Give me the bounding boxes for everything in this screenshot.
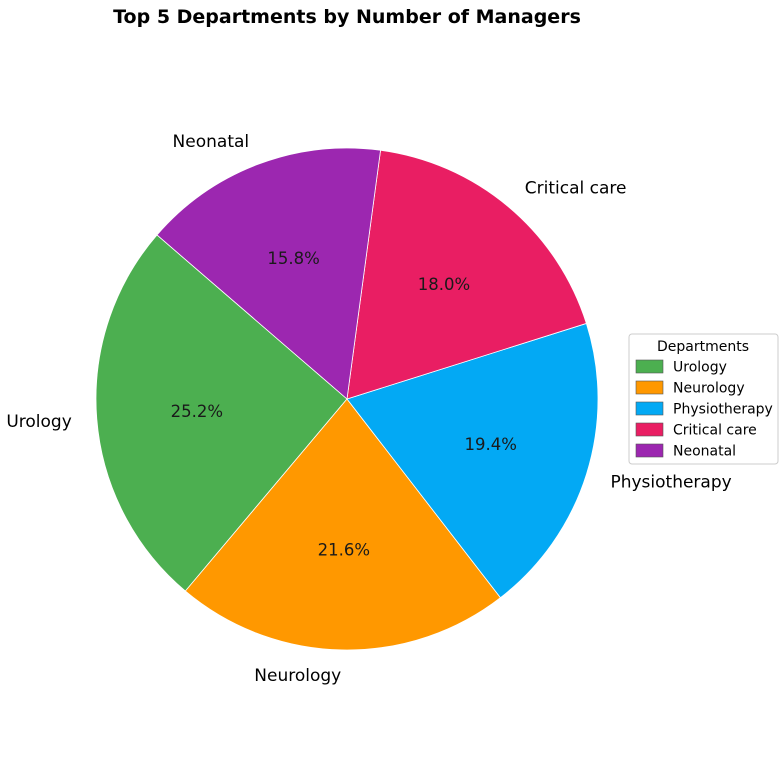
slice-label-physiotherapy: Physiotherapy [610, 473, 731, 493]
pie-slice-neonatal [156, 147, 381, 400]
slice-label-critical-care: Critical care [525, 179, 627, 199]
legend-label-neonatal: Neonatal [673, 444, 736, 460]
percent-label-neurology: 21.6% [318, 541, 370, 560]
legend-label-critical-care: Critical care [673, 423, 757, 439]
legend-box [628, 333, 779, 465]
legend-swatch-physiotherapy [635, 401, 664, 416]
pie-slices [95, 147, 599, 651]
legend-swatch-neonatal [635, 443, 664, 458]
percent-label-physiotherapy: 19.4% [464, 435, 516, 454]
legend-swatch-urology [635, 359, 664, 374]
percent-labels: 25.2% 21.6% 19.4% 18.0% 15.8% [171, 249, 517, 559]
chart-title: Top 5 Departments by Number of Managers [113, 6, 581, 28]
pie-slice-urology [95, 234, 348, 592]
slice-label-neurology: Neurology [254, 666, 341, 686]
slice-label-urology: Urology [6, 412, 71, 432]
legend-label-neurology: Neurology [673, 381, 745, 397]
pie-slice-neurology [184, 398, 501, 651]
legend-label-physiotherapy: Physiotherapy [673, 402, 773, 418]
pie-slice-physiotherapy [346, 322, 599, 599]
legend-label-urology: Urology [673, 360, 727, 376]
legend-title: Departments [657, 339, 749, 355]
percent-label-urology: 25.2% [171, 402, 223, 421]
legend-swatch-critical-care [635, 422, 664, 437]
slice-label-neonatal: Neonatal [173, 132, 250, 152]
legend: Departments Urology Neurology Physiotherap… [628, 333, 779, 465]
legend-swatch-neurology [635, 380, 664, 395]
percent-label-critical-care: 18.0% [418, 275, 470, 294]
slice-labels: Urology Neurology Physiotherapy Critical ca… [6, 132, 731, 686]
percent-label-neonatal: 15.8% [267, 249, 319, 268]
pie-slice-critical-care [346, 149, 587, 400]
